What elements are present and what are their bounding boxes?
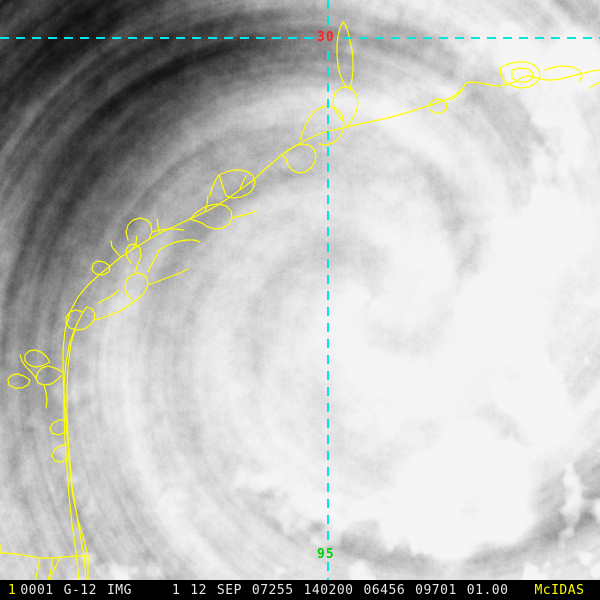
latitude-label-30: 30 <box>317 30 335 45</box>
status-month: SEP <box>216 582 242 598</box>
status-brand-mcidas: McIDAS <box>534 582 585 598</box>
status-day-of-month: 12 <box>190 582 207 598</box>
status-band: 1 <box>171 582 181 598</box>
status-resolution: 01.00 <box>466 582 509 598</box>
status-line-coordinate: 06456 <box>363 582 406 598</box>
longitude-label-95: 95 <box>317 547 335 562</box>
status-image-type: IMG <box>106 582 132 598</box>
image-status-bar: 1 0001 G-12 IMG 1 12 SEP 07255 140200 06456 09701… <box>0 580 600 600</box>
status-julian-date: 07255 <box>251 582 294 598</box>
status-image-id: 0001 <box>20 582 54 598</box>
status-field-group: 0001 G-12 IMG 1 12 SEP 07255 140200 06456 09701 01… <box>16 583 508 598</box>
satellite-image-canvas[interactable] <box>0 0 600 580</box>
status-element-coordinate: 09701 <box>415 582 457 598</box>
status-image-time: 140200 <box>303 582 354 598</box>
satellite-image-viewport[interactable] <box>0 0 600 580</box>
status-frame-number[interactable]: 1 <box>8 582 17 598</box>
status-satellite: G-12 <box>63 582 97 598</box>
